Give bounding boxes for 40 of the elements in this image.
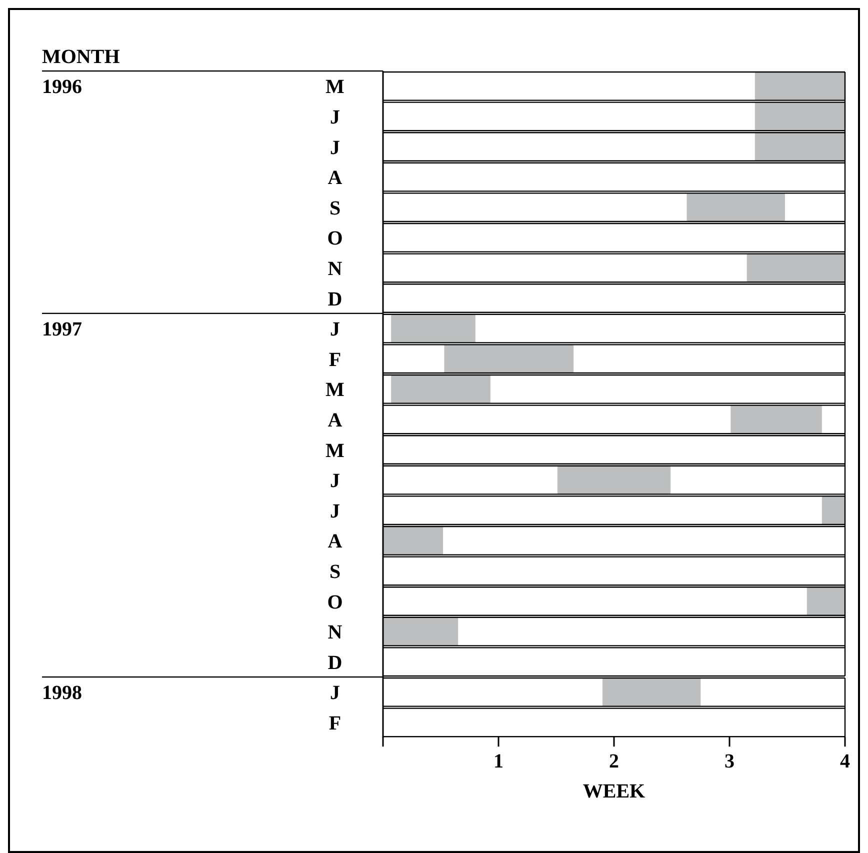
y-tick-label: F [328, 712, 342, 734]
y-tick-label: J [330, 136, 340, 159]
bar [730, 405, 822, 434]
y-tick-label: M [326, 379, 345, 402]
bar [383, 617, 458, 646]
y-tick-label: J [330, 106, 340, 128]
y-tick-label: S [329, 197, 341, 220]
y-tick-label: D [328, 288, 342, 310]
y-tick-label: O [327, 228, 343, 250]
y-tick-label: M [326, 76, 345, 98]
x-tick-label: 4 [840, 750, 850, 773]
y-axis-title: 1996 [42, 76, 82, 98]
y-tick-label: N [328, 622, 343, 644]
bar [391, 375, 490, 404]
x-tick-label: 2 [609, 750, 619, 773]
bar [383, 526, 444, 555]
x-tick-label: 3 [724, 750, 734, 773]
y-tick-label: N [328, 258, 343, 280]
y-tick-label: A [328, 167, 343, 190]
bar [444, 344, 574, 373]
bar [557, 466, 671, 494]
y-tick-label: S [329, 560, 341, 583]
bar [822, 496, 845, 524]
y-tick-label: A [328, 530, 343, 553]
bar [391, 314, 476, 343]
y-tick-label: O [327, 591, 343, 614]
y-axis-title: 1997 [42, 318, 82, 341]
y-tick-label: J [330, 500, 340, 522]
y-axis-title: 1998 [42, 682, 82, 704]
y-tick-label: J [330, 682, 340, 704]
x-tick-label: 1 [494, 750, 504, 773]
y-tick-label: A [328, 409, 343, 432]
x-axis-title: WEEK [582, 780, 646, 803]
y-tick-label: J [330, 470, 340, 492]
y-tick-label: J [330, 318, 340, 341]
text: MONTH [42, 46, 120, 68]
y-tick-label: F [328, 348, 342, 371]
y-tick-label: D [328, 652, 342, 674]
y-tick-label: M [326, 440, 345, 462]
bar [806, 587, 845, 616]
